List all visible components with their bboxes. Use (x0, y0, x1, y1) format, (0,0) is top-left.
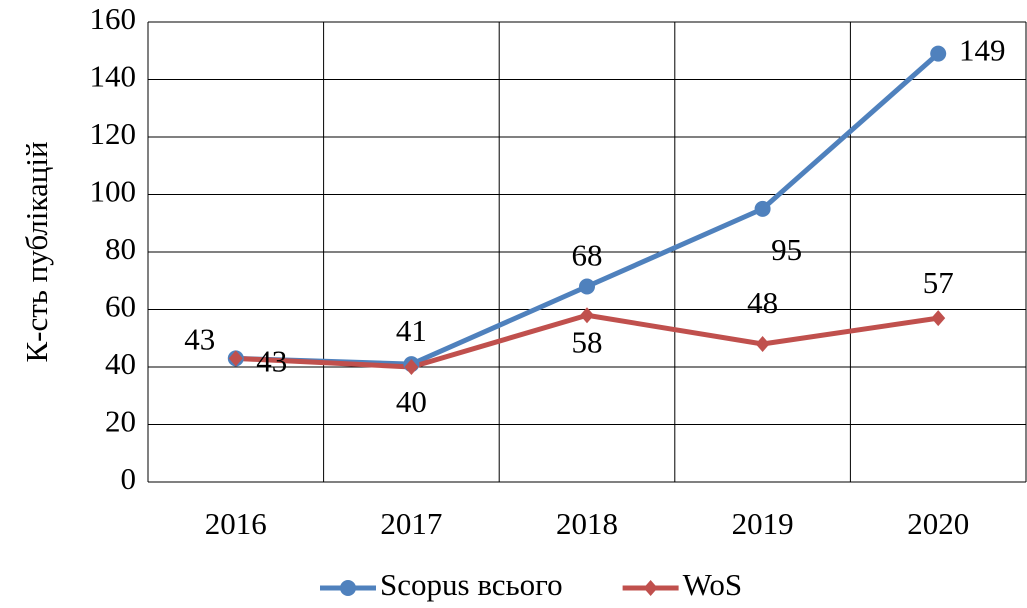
data-label: 57 (923, 265, 954, 300)
point (931, 310, 946, 327)
y-tick-label: 20 (105, 404, 136, 439)
x-tick-label: 2018 (556, 506, 618, 541)
y-tick-label: 60 (105, 289, 136, 324)
point (754, 200, 771, 217)
point (404, 359, 419, 375)
data-label: 68 (572, 238, 603, 273)
data-label: 48 (747, 285, 778, 320)
data-label: 58 (572, 324, 603, 359)
data-label: 149 (959, 33, 1006, 68)
y-tick-label: 120 (90, 116, 137, 151)
y-tick-label: 40 (105, 346, 136, 381)
legend-label: Scopus всього (380, 567, 563, 602)
y-tick-label: 140 (90, 59, 137, 94)
point (930, 45, 947, 62)
point (755, 336, 770, 352)
point (643, 580, 658, 596)
point (228, 350, 243, 367)
point (579, 278, 595, 295)
data-label: 40 (396, 384, 427, 419)
y-tick-label: 100 (90, 174, 137, 209)
point (580, 307, 594, 324)
point (340, 580, 356, 596)
data-label: 41 (396, 313, 427, 348)
x-tick-label: 2017 (380, 506, 442, 541)
data-label: 43 (256, 343, 287, 378)
x-tick-label: 2020 (907, 506, 969, 541)
y-tick-label: 160 (90, 1, 137, 36)
legend-label: WoS (683, 567, 743, 602)
x-tick-label: 2016 (205, 506, 267, 541)
y-tick-label: 0 (121, 461, 137, 496)
x-tick-label: 2019 (732, 506, 794, 541)
data-label: 95 (771, 232, 802, 267)
y-axis-label: К-сть публікацій (19, 141, 54, 362)
data-label: 43 (184, 321, 215, 356)
y-tick-label: 80 (105, 231, 136, 266)
